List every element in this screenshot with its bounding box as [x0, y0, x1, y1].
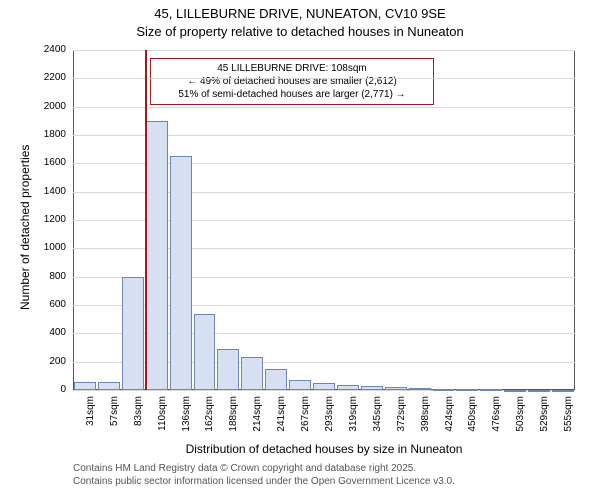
y-tick-label: 1800 — [0, 129, 66, 140]
x-tick-label: 31sqm — [85, 396, 96, 436]
x-tick-label: 162sqm — [204, 396, 215, 436]
bar — [98, 382, 120, 391]
y-tick-label: 2200 — [0, 72, 66, 83]
property-marker — [145, 50, 147, 390]
gridline — [73, 50, 575, 51]
footer-line: Contains HM Land Registry data © Crown c… — [73, 462, 455, 475]
x-tick-label: 110sqm — [157, 396, 168, 436]
bar — [289, 380, 311, 390]
y-tick-label: 200 — [0, 356, 66, 367]
x-tick-label: 424sqm — [444, 396, 455, 436]
bar — [433, 389, 455, 391]
y-tick-label: 600 — [0, 299, 66, 310]
gridline — [73, 78, 575, 79]
bar — [361, 386, 383, 390]
y-tick-label: 2000 — [0, 101, 66, 112]
x-tick-label: 293sqm — [324, 396, 335, 436]
bar — [217, 349, 239, 390]
bar — [194, 314, 216, 391]
x-tick-label: 529sqm — [539, 396, 550, 436]
bar — [170, 156, 192, 390]
y-tick-label: 2400 — [0, 44, 66, 55]
chart-container: 45, LILLEBURNE DRIVE, NUNEATON, CV10 9SE… — [0, 0, 600, 500]
y-tick-label: 1200 — [0, 214, 66, 225]
x-tick-label: 345sqm — [372, 396, 383, 436]
bar — [528, 390, 550, 392]
x-tick-label: 319sqm — [348, 396, 359, 436]
chart-subtitle: Size of property relative to detached ho… — [0, 24, 600, 39]
bar — [241, 357, 263, 390]
y-tick-label: 800 — [0, 271, 66, 282]
x-tick-label: 372sqm — [396, 396, 407, 436]
x-tick-label: 136sqm — [181, 396, 192, 436]
x-axis-label: Distribution of detached houses by size … — [73, 442, 575, 456]
callout-line: ← 49% of detached houses are smaller (2,… — [157, 75, 427, 88]
x-tick-label: 267sqm — [300, 396, 311, 436]
bar — [456, 389, 478, 391]
footer-text: Contains HM Land Registry data © Crown c… — [73, 462, 455, 488]
bar — [385, 387, 407, 390]
y-tick-label: 0 — [0, 384, 66, 395]
gridline — [73, 107, 575, 108]
bar — [313, 383, 335, 390]
bar — [146, 121, 168, 390]
footer-line: Contains public sector information licen… — [73, 475, 455, 488]
y-tick-label: 1000 — [0, 242, 66, 253]
bar — [504, 390, 526, 392]
bar — [265, 369, 287, 390]
bar — [480, 389, 502, 391]
x-tick-label: 241sqm — [276, 396, 287, 436]
x-tick-label: 214sqm — [252, 396, 263, 436]
bar — [122, 277, 144, 390]
callout-box: 45 LILLEBURNE DRIVE: 108sqm← 49% of deta… — [150, 58, 434, 105]
x-tick-label: 83sqm — [133, 396, 144, 436]
y-tick-label: 1600 — [0, 157, 66, 168]
x-tick-label: 476sqm — [491, 396, 502, 436]
x-tick-label: 398sqm — [420, 396, 431, 436]
bar — [552, 390, 574, 392]
y-axis-label: Number of detached properties — [18, 145, 32, 310]
bar — [409, 388, 431, 390]
x-tick-label: 188sqm — [228, 396, 239, 436]
y-tick-label: 400 — [0, 327, 66, 338]
callout-line: 51% of semi-detached houses are larger (… — [157, 88, 427, 101]
bar — [337, 385, 359, 390]
x-tick-label: 555sqm — [563, 396, 574, 436]
chart-title: 45, LILLEBURNE DRIVE, NUNEATON, CV10 9SE — [0, 6, 600, 21]
bar — [74, 382, 96, 390]
x-tick-label: 450sqm — [467, 396, 478, 436]
x-tick-label: 57sqm — [109, 396, 120, 436]
callout-line: 45 LILLEBURNE DRIVE: 108sqm — [157, 62, 427, 75]
x-tick-label: 503sqm — [515, 396, 526, 436]
y-tick-label: 1400 — [0, 186, 66, 197]
